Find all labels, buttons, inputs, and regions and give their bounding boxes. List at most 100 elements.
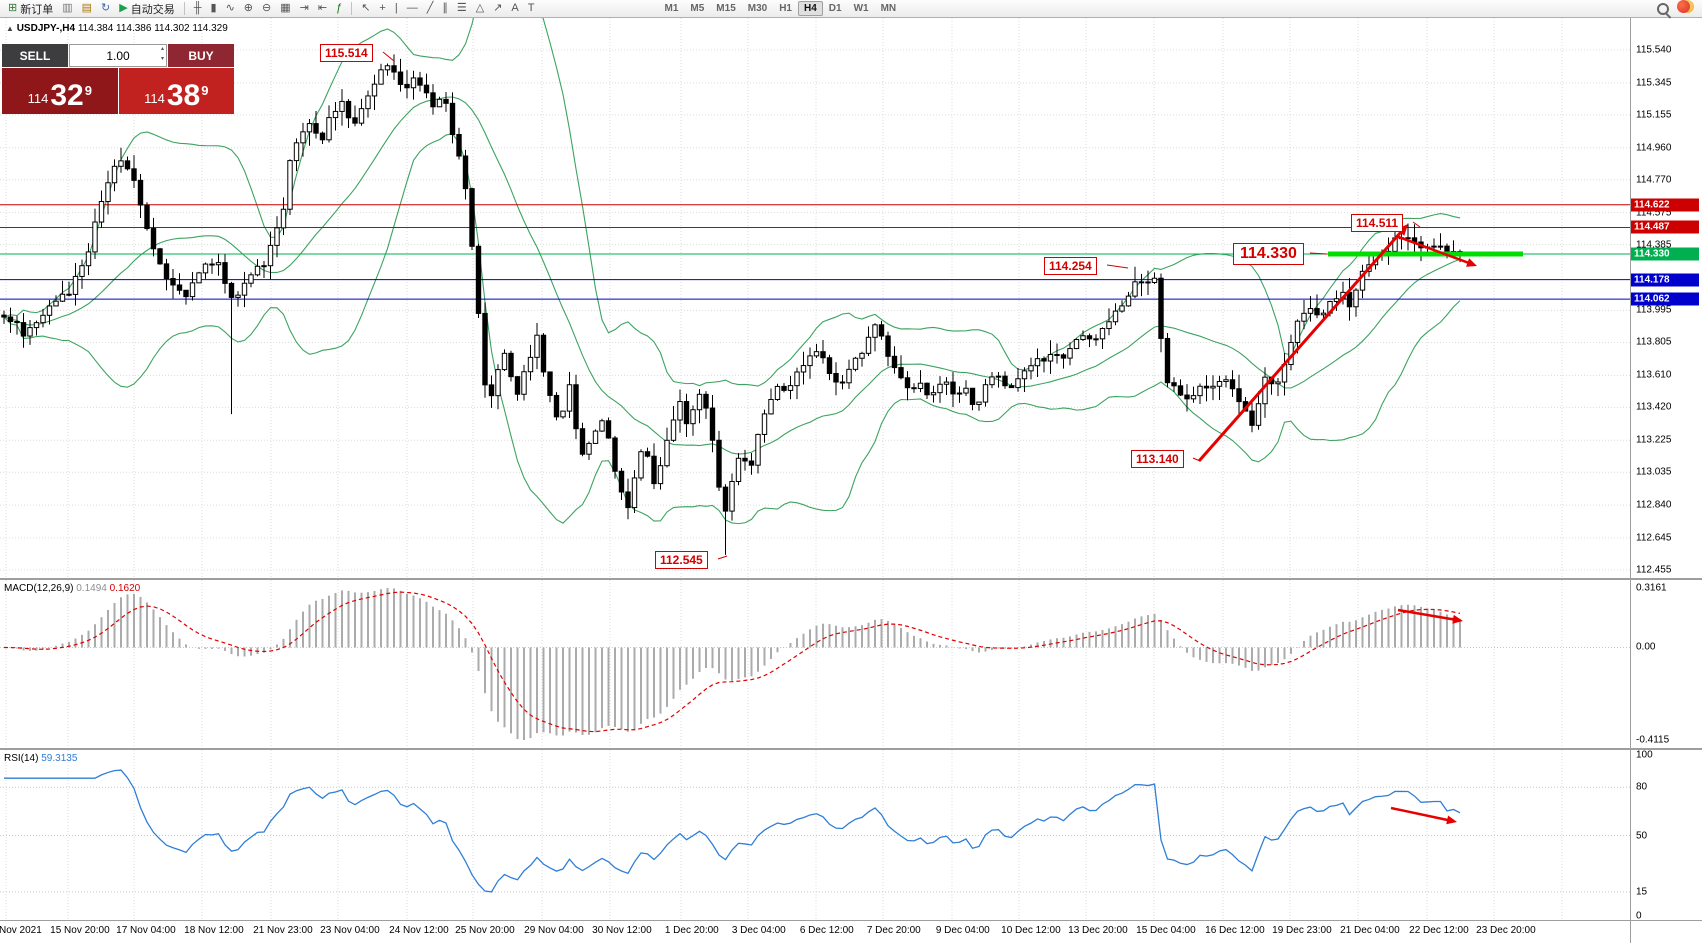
- rsi-canvas[interactable]: [0, 750, 1630, 920]
- label-icon: T: [527, 2, 535, 14]
- line-chart-icon[interactable]: ∿: [222, 0, 239, 18]
- price-callout[interactable]: 114.254: [1044, 257, 1097, 275]
- price-scale-label: 113.805: [1636, 336, 1672, 348]
- price-callout[interactable]: 115.514: [320, 44, 373, 62]
- chart-shift-icon[interactable]: ⇤: [314, 0, 331, 18]
- tile-windows-icon[interactable]: ▦: [276, 0, 294, 18]
- profiles-icon[interactable]: ▤: [78, 0, 96, 18]
- text-icon[interactable]: A: [507, 0, 522, 18]
- shapes-icon[interactable]: △: [472, 0, 488, 18]
- stepper-down-icon[interactable]: ▾: [160, 55, 164, 62]
- label-icon[interactable]: T: [524, 0, 539, 18]
- rsi-name: RSI(14): [4, 753, 39, 764]
- indicators-icon[interactable]: ƒ: [332, 0, 346, 18]
- macd-scale-label: -0.4115: [1636, 734, 1670, 746]
- time-axis-label: 24 Nov 12:00: [389, 925, 449, 936]
- macd-canvas[interactable]: [0, 580, 1630, 748]
- rsi-scale-label: 50: [1636, 830, 1648, 841]
- time-axis-label: 10 Dec 12:00: [1001, 925, 1061, 936]
- notification-badge-icon[interactable]: [1677, 0, 1690, 13]
- price-callout[interactable]: 112.545: [655, 551, 708, 569]
- charts-icon[interactable]: ▥: [58, 0, 76, 18]
- search-icon[interactable]: [1657, 2, 1672, 19]
- sell-price-pip: 9: [84, 83, 92, 98]
- chart-title: ▲ USDJPY-,H4 114.384 114.386 114.302 114…: [6, 23, 228, 34]
- channel-icon[interactable]: ∥: [438, 0, 452, 18]
- rsi-panel-splitter[interactable]: [0, 748, 1702, 750]
- time-axis-label: 21 Nov 23:00: [253, 925, 313, 936]
- refresh-icon[interactable]: ↻: [97, 0, 114, 18]
- chart-shift-icon: ⇤: [317, 2, 328, 14]
- price-scale-label: 114.960: [1636, 142, 1672, 154]
- time-axis-label: 22 Dec 12:00: [1409, 925, 1469, 936]
- zoom-in-icon: ⊕: [243, 2, 254, 14]
- sell-button[interactable]: SELL: [2, 44, 68, 67]
- channel-icon: ∥: [442, 2, 448, 14]
- horizontal-line-icon[interactable]: —: [403, 0, 422, 18]
- bars-chart-icon[interactable]: ╫: [190, 0, 206, 18]
- timeframe-d1-button[interactable]: D1: [828, 3, 842, 14]
- cursor-icon[interactable]: ↖: [357, 0, 374, 18]
- macd-label: MACD(12,26,9) 0.1494 0.1620: [4, 583, 140, 594]
- price-level-tag: 114.330: [1631, 247, 1699, 261]
- time-axis-label: 6 Dec 12:00: [799, 925, 854, 936]
- main-chart-canvas[interactable]: [0, 18, 1630, 578]
- buy-button[interactable]: BUY: [168, 44, 234, 67]
- rsi-label: RSI(14) 59.3135: [4, 753, 77, 764]
- price-scale-label: 113.035: [1636, 466, 1672, 478]
- toolbar-timeframes-group: M1 M5 M15 M30 H1 H4 D1 W1 MN: [658, 1, 902, 16]
- crosshair-icon[interactable]: +: [375, 0, 389, 18]
- sell-price-display[interactable]: 114 32 9: [2, 68, 118, 114]
- one-click-trading-widget: SELL 1.00 ▴ ▾ BUY 114 32 9 114 38 9: [2, 44, 234, 114]
- macd-panel-splitter[interactable]: [0, 578, 1702, 580]
- timeframe-h4-button[interactable]: H4: [798, 1, 823, 16]
- timeframe-m5-button[interactable]: M5: [690, 3, 705, 14]
- timeframe-mn-button[interactable]: MN: [880, 3, 897, 14]
- timeframe-m1-button[interactable]: M1: [664, 3, 679, 14]
- macd-scale-label: 0.3161: [1636, 582, 1667, 594]
- volume-input[interactable]: 1.00 ▴ ▾: [69, 44, 167, 67]
- buy-price-display[interactable]: 114 38 9: [118, 68, 234, 114]
- macd-main-value: 0.1494: [76, 583, 107, 594]
- price-scale-label: 114.575: [1636, 207, 1672, 219]
- time-axis-label: 18 Nov 12:00: [184, 925, 244, 936]
- auto-trading-button-label: 自动交易: [130, 3, 175, 16]
- trendline-icon[interactable]: ╱: [423, 0, 438, 18]
- zoom-out-icon[interactable]: ⊖: [258, 0, 275, 18]
- auto-trading-button[interactable]: ▶ 自动交易: [115, 0, 178, 18]
- price-scale-label: 115.540: [1636, 44, 1672, 56]
- time-axis-label: 2 Nov 2021: [0, 925, 42, 936]
- auto-scroll-icon[interactable]: ⇥: [296, 0, 313, 18]
- new-order-button[interactable]: ⊞ 新订单: [4, 0, 57, 18]
- time-axis-label: 15 Dec 04:00: [1136, 925, 1196, 936]
- time-axis-label: 29 Nov 04:00: [524, 925, 584, 936]
- horizontal-line-icon: —: [406, 2, 418, 14]
- time-axis-label: 9 Dec 04:00: [935, 925, 990, 936]
- price-scale-label: 115.345: [1636, 77, 1672, 89]
- price-level-tag: 114.487: [1631, 220, 1699, 234]
- text-icon: A: [511, 2, 519, 14]
- profiles-icon: ▤: [81, 2, 93, 14]
- stepper-up-icon[interactable]: ▴: [160, 46, 164, 52]
- timeframe-h1-button[interactable]: H1: [779, 3, 792, 14]
- price-callout[interactable]: 114.511: [1351, 214, 1404, 232]
- time-axis[interactable]: [0, 920, 1702, 943]
- arrow-icon[interactable]: ↗: [489, 0, 506, 18]
- timeframe-m15-button[interactable]: M15: [716, 3, 736, 14]
- volume-value: 1.00: [106, 48, 130, 63]
- timeframe-m30-button[interactable]: M30: [747, 3, 768, 14]
- time-axis-label: 21 Dec 04:00: [1340, 925, 1400, 936]
- toolbar-separator: [183, 2, 185, 15]
- price-callout[interactable]: 114.330: [1233, 243, 1304, 265]
- volume-stepper[interactable]: ▴ ▾: [161, 45, 164, 64]
- time-axis-label: 23 Nov 04:00: [320, 925, 380, 936]
- price-scale-border: [1630, 18, 1631, 943]
- rsi-scale-label: 0: [1636, 910, 1642, 922]
- candlestick-chart-icon[interactable]: ▮: [207, 0, 221, 18]
- price-scale-label: 112.840: [1636, 499, 1672, 511]
- timeframe-w1-button[interactable]: W1: [853, 3, 869, 14]
- fibonacci-icon[interactable]: ☰: [453, 0, 471, 18]
- price-callout[interactable]: 113.140: [1131, 450, 1184, 468]
- vertical-line-icon[interactable]: |: [391, 0, 402, 18]
- zoom-in-icon[interactable]: ⊕: [240, 0, 257, 18]
